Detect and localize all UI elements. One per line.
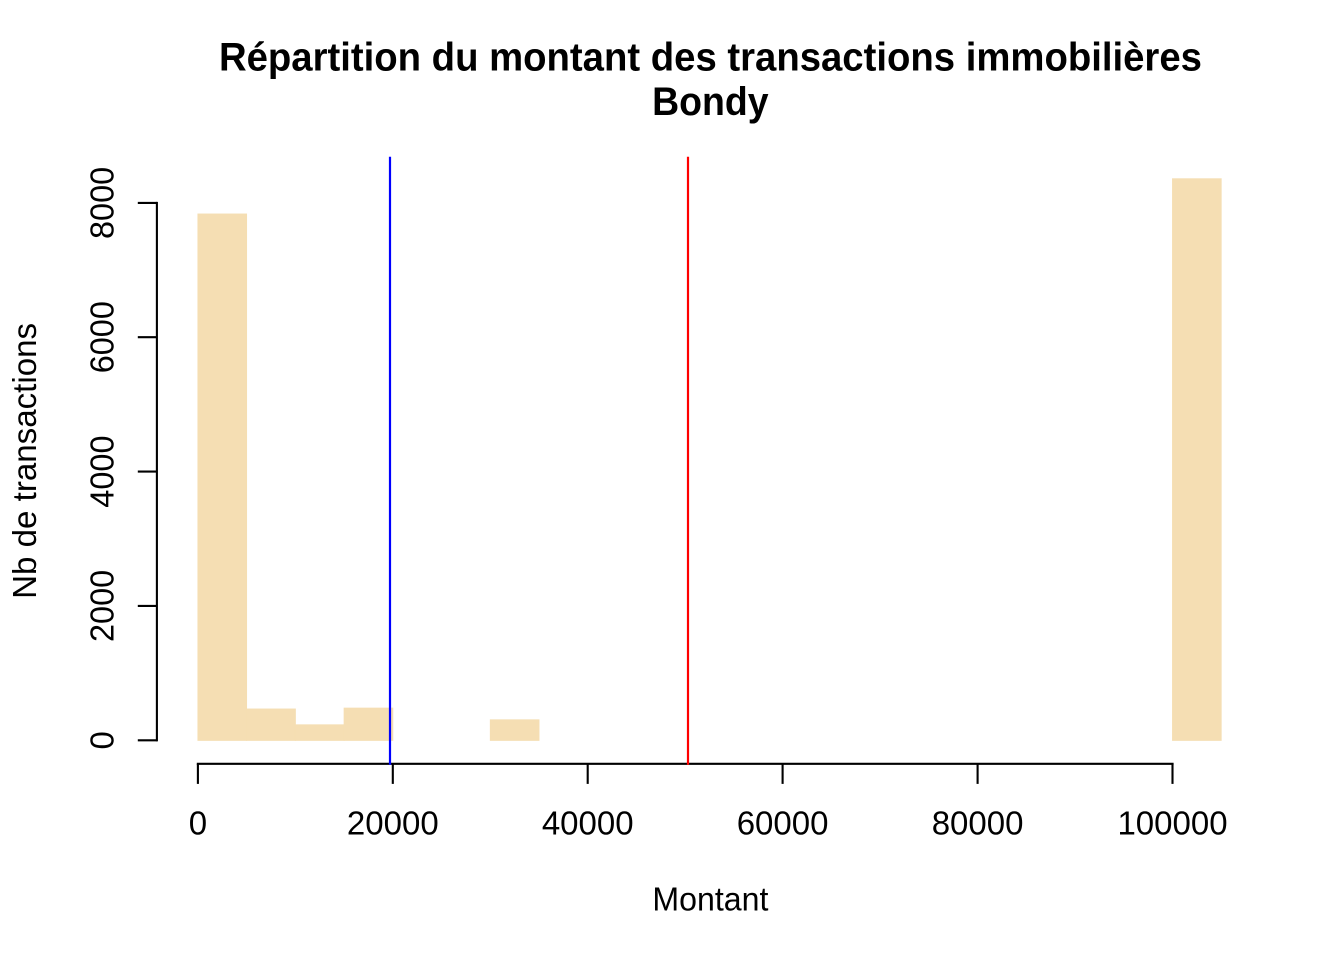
svg-text:8000: 8000 [84,167,121,239]
svg-text:Bondy: Bondy [652,80,769,124]
svg-text:4000: 4000 [84,436,121,508]
svg-text:0: 0 [189,805,207,842]
svg-text:Nb de transactions: Nb de transactions [6,323,43,599]
svg-text:2000: 2000 [84,570,121,642]
svg-text:40000: 40000 [542,805,634,842]
svg-text:0: 0 [84,731,121,749]
svg-text:Répartition du montant des tra: Répartition du montant des transactions … [219,35,1202,79]
svg-text:Montant: Montant [652,880,768,917]
svg-text:100000: 100000 [1117,805,1227,842]
svg-text:20000: 20000 [347,805,439,842]
svg-text:6000: 6000 [84,301,121,373]
svg-text:60000: 60000 [737,805,829,842]
svg-text:80000: 80000 [932,805,1024,842]
